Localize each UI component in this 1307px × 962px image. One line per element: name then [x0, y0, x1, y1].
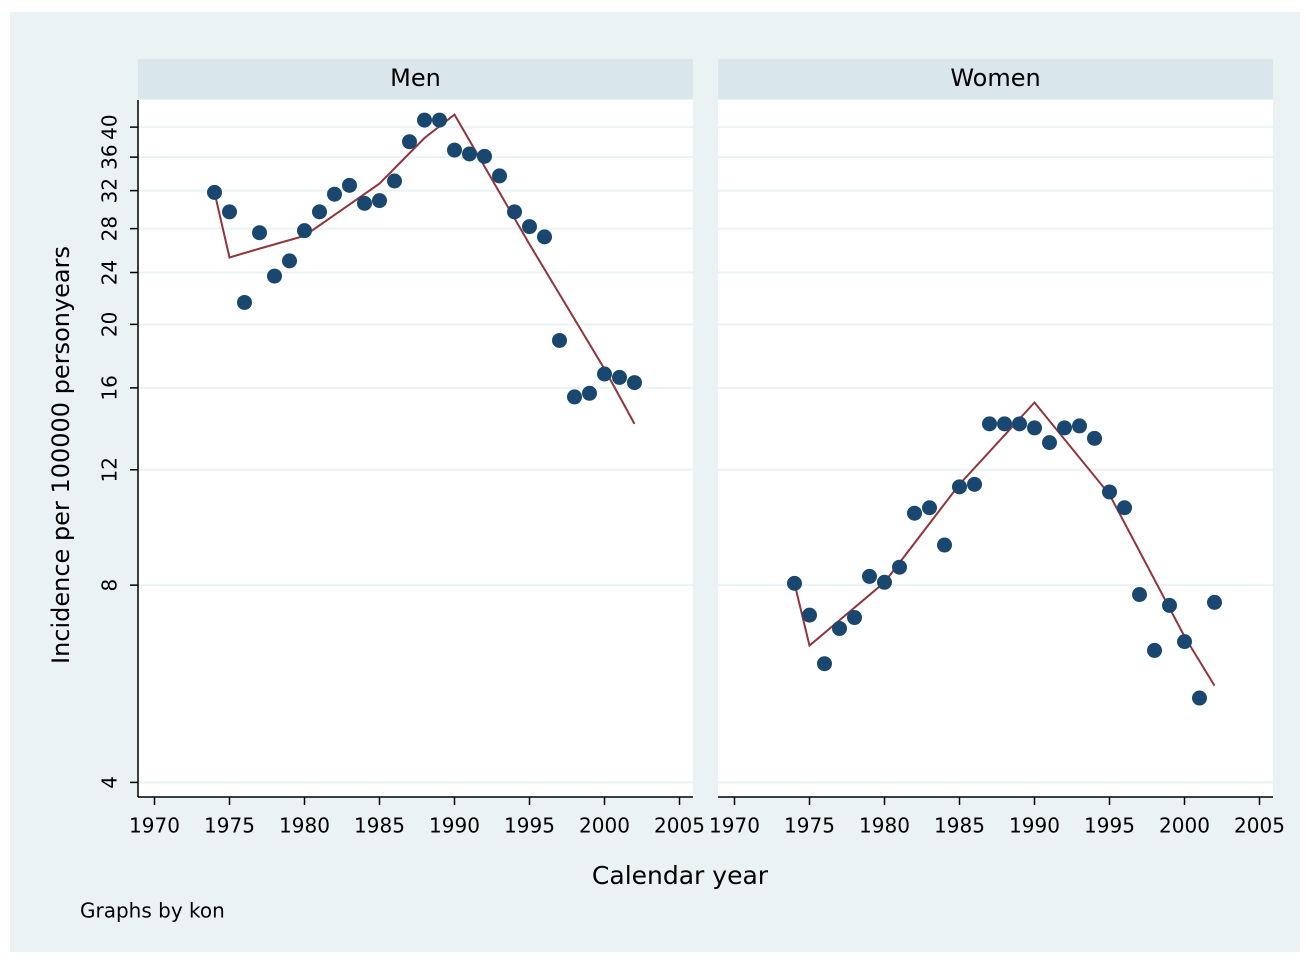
x-tick-label: 2000	[1159, 814, 1210, 838]
point	[207, 184, 222, 200]
point	[627, 375, 642, 391]
x-tick-label: 2000	[579, 814, 630, 838]
point	[447, 142, 462, 158]
point	[1057, 420, 1072, 436]
point	[1132, 587, 1147, 603]
point	[1207, 594, 1222, 610]
point	[1192, 690, 1207, 706]
point	[327, 186, 342, 202]
point	[982, 416, 997, 432]
point	[387, 173, 402, 189]
plot-area	[718, 100, 1273, 797]
point	[787, 575, 802, 591]
point	[1147, 642, 1162, 658]
point	[1087, 430, 1102, 446]
point	[907, 505, 922, 521]
fit-line	[213, 113, 636, 425]
y-tick-label: 40	[98, 114, 122, 139]
point	[477, 148, 492, 164]
point	[267, 268, 282, 284]
point	[432, 112, 447, 128]
panel-title: Men	[390, 64, 441, 92]
point	[237, 294, 252, 310]
point	[552, 332, 567, 348]
y-tick-label: 36	[98, 144, 122, 169]
point	[997, 416, 1012, 432]
x-tick-label: 1985	[934, 814, 985, 838]
point	[937, 537, 952, 553]
point	[1162, 597, 1177, 613]
x-tick-label: 1980	[279, 814, 330, 838]
point	[847, 610, 862, 626]
point	[357, 195, 372, 211]
point	[1027, 420, 1042, 436]
point	[522, 219, 537, 235]
x-tick-label: 1985	[354, 814, 405, 838]
x-tick-label: 2005	[1234, 814, 1285, 838]
point	[312, 204, 327, 220]
point	[1072, 418, 1087, 434]
point	[462, 146, 477, 162]
point	[402, 134, 417, 150]
point	[1012, 416, 1027, 432]
point	[817, 656, 832, 672]
point	[832, 620, 847, 636]
point	[252, 225, 267, 241]
point	[967, 476, 982, 492]
point	[567, 389, 582, 405]
point	[222, 204, 237, 220]
point	[582, 385, 597, 401]
y-tick-label: 12	[98, 457, 122, 482]
y-tick-label: 8	[98, 579, 122, 592]
y-axis-title: Incidence per 100000 personyears	[47, 246, 75, 664]
y-tick-label: 28	[98, 216, 122, 241]
x-tick-label: 1975	[784, 814, 835, 838]
point	[1042, 435, 1057, 451]
point	[1117, 500, 1132, 516]
panel-header	[718, 59, 1273, 99]
plot-area	[138, 100, 693, 797]
point	[507, 204, 522, 220]
x-tick-label: 1980	[859, 814, 910, 838]
point	[877, 574, 892, 590]
point	[922, 500, 937, 516]
x-tick-label: 1995	[1084, 814, 1135, 838]
point	[952, 479, 967, 495]
y-tick-label: 20	[98, 312, 122, 337]
x-tick-label: 1970	[709, 814, 760, 838]
point	[1102, 484, 1117, 500]
point	[417, 112, 432, 128]
point	[612, 369, 627, 385]
x-tick-label: 2005	[654, 814, 705, 838]
panel-header	[138, 59, 693, 99]
point	[892, 559, 907, 575]
point	[802, 607, 817, 623]
x-tick-label: 1970	[129, 814, 180, 838]
point	[297, 223, 312, 239]
note: Graphs by kon	[80, 899, 225, 923]
y-tick-label: 32	[98, 178, 122, 203]
point	[537, 229, 552, 245]
fit-line	[793, 400, 1216, 687]
point	[372, 193, 387, 209]
point	[342, 177, 357, 193]
point	[492, 168, 507, 184]
point	[1177, 634, 1192, 650]
y-tick-label: 4	[98, 776, 122, 789]
x-tick-label: 1990	[1009, 814, 1060, 838]
point	[597, 366, 612, 382]
y-tick-label: 16	[98, 375, 122, 400]
x-tick-label: 1990	[429, 814, 480, 838]
point	[862, 568, 877, 584]
y-tick-label: 24	[98, 260, 122, 285]
point	[282, 253, 297, 269]
x-tick-label: 1975	[204, 814, 255, 838]
panel-title: Women	[950, 64, 1040, 92]
x-tick-label: 1995	[504, 814, 555, 838]
x-axis-title: Calendar year	[592, 861, 769, 890]
